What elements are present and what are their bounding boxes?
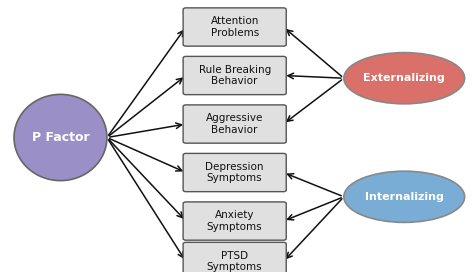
Text: Internalizing: Internalizing [365,192,444,202]
FancyBboxPatch shape [183,202,286,240]
FancyBboxPatch shape [183,242,286,275]
Text: Rule Breaking
Behavior: Rule Breaking Behavior [199,65,271,86]
FancyBboxPatch shape [183,105,286,143]
FancyBboxPatch shape [183,153,286,192]
Text: Attention
Problems: Attention Problems [210,16,259,38]
FancyBboxPatch shape [183,8,286,46]
Ellipse shape [344,171,465,222]
Ellipse shape [14,94,107,181]
Text: Externalizing: Externalizing [364,73,445,83]
Text: PTSD
Symptoms: PTSD Symptoms [207,251,263,272]
Text: Aggressive
Behavior: Aggressive Behavior [206,113,264,135]
FancyBboxPatch shape [183,56,286,95]
Ellipse shape [344,53,465,104]
Text: Anxiety
Symptoms: Anxiety Symptoms [207,210,263,232]
Text: Depression
Symptoms: Depression Symptoms [205,162,264,183]
Text: P Factor: P Factor [32,131,89,144]
